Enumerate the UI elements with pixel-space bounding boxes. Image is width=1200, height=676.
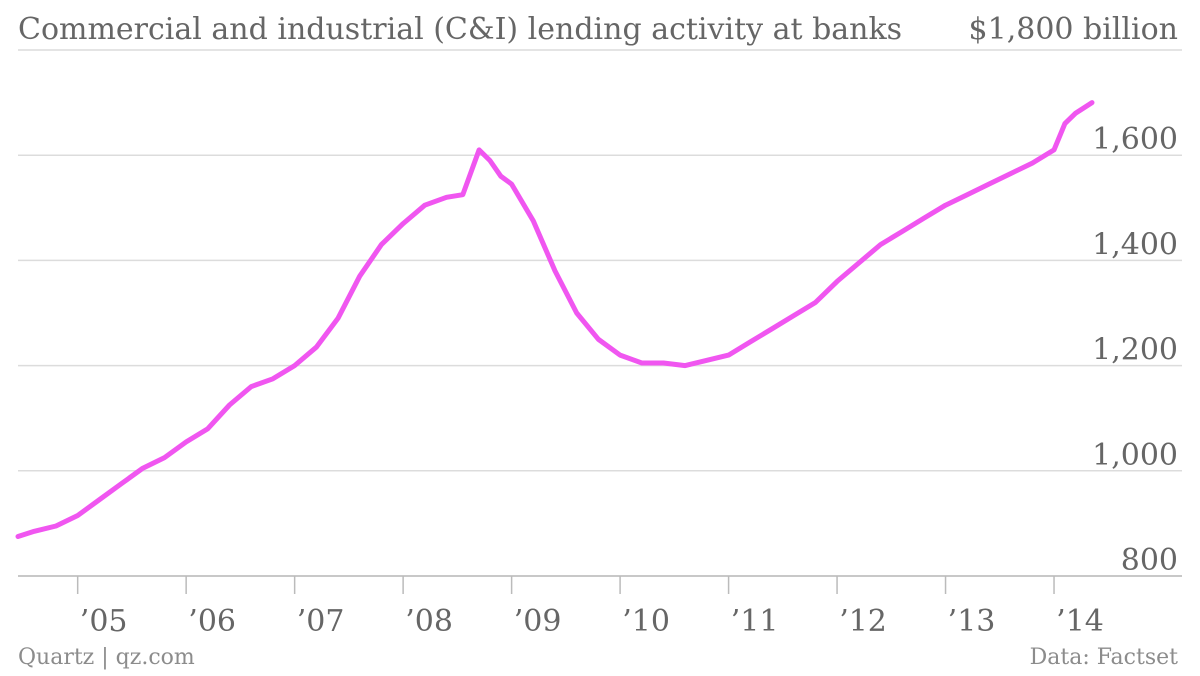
x-tick-label: ’05 — [80, 604, 128, 639]
y-tick-label: 1,600 — [1092, 122, 1178, 157]
chart-title: Commercial and industrial (C&I) lending … — [18, 12, 903, 47]
x-axis — [18, 575, 1182, 594]
series-line-0 — [15, 100, 1095, 539]
x-tick-label: ’06 — [188, 604, 236, 639]
y-tick-label: 800 — [1121, 543, 1178, 578]
y-tick-label: 1,400 — [1092, 227, 1178, 262]
footer-source-left: Quartz | qz.com — [18, 645, 195, 670]
x-tick-label: ’09 — [514, 604, 562, 639]
tick-labels: ’05 ’06 ’07 ’08 ’09 ’10 ’11 ’12 ’13 ’14 800 1,000 1,… — [80, 122, 1178, 639]
x-tick-label: ’07 — [297, 604, 345, 639]
x-tick-label: ’11 — [731, 604, 779, 639]
x-tick-label: ’10 — [622, 604, 670, 639]
series-layer — [15, 100, 1095, 539]
x-tick-label: ’14 — [1056, 604, 1104, 639]
footer-source-right: Data: Factset — [1029, 645, 1178, 670]
y-tick-label: 1,000 — [1092, 438, 1178, 473]
x-tick-label: ’08 — [405, 604, 453, 639]
x-tick-label: ’13 — [948, 604, 996, 639]
gridlines — [18, 49, 1182, 577]
x-tick-label: ’12 — [839, 604, 887, 639]
y-tick-label: 1,200 — [1092, 333, 1178, 368]
y-axis-unit-label: $1,800 billion — [968, 12, 1178, 47]
